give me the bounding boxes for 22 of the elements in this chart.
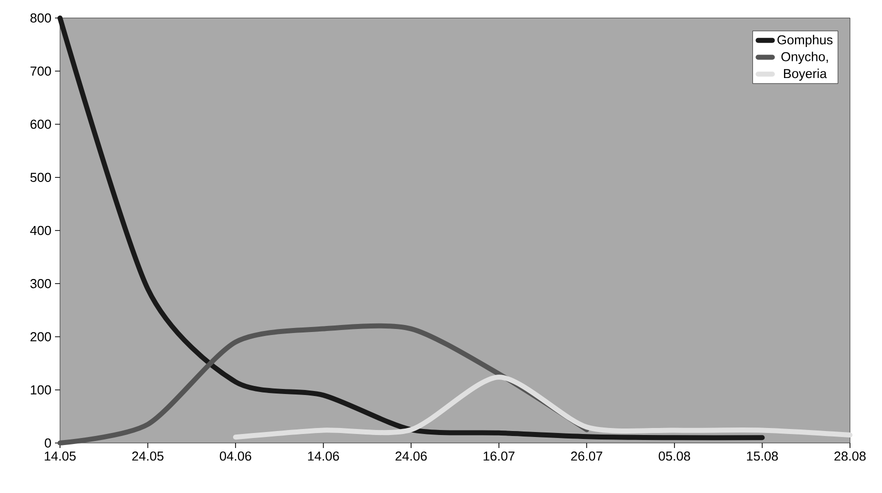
y-tick-label: 800 [30, 13, 51, 23]
x-tick-label: 14.06 [308, 452, 339, 461]
x-tick-label: 28.08 [834, 452, 866, 461]
y-tick-label: 0 [44, 438, 51, 448]
x-tick-label: 04.06 [220, 452, 252, 461]
x-tick-label: 24.06 [396, 452, 427, 461]
x-tick-label: 15.08 [747, 452, 778, 461]
x-tick-label: 16.07 [484, 452, 514, 461]
y-tick-label: 200 [30, 332, 51, 342]
x-tick-label: 24.05 [132, 452, 164, 461]
x-tick-label: 05.08 [658, 452, 690, 461]
y-tick-label: 300 [30, 279, 51, 288]
legend-label: Boyeria [784, 68, 827, 81]
x-tick-label: 14.05 [44, 452, 76, 461]
y-tick-label: 400 [30, 226, 51, 236]
legend-label: Gomphus [777, 34, 833, 47]
y-tick-label: 600 [30, 120, 51, 129]
x-tick-label: 26.07 [571, 452, 602, 461]
legend-label: Onycho, [781, 52, 828, 64]
y-tick-label: 100 [30, 385, 51, 394]
y-tick-label: 700 [30, 66, 51, 76]
y-tick-label: 500 [30, 172, 51, 182]
